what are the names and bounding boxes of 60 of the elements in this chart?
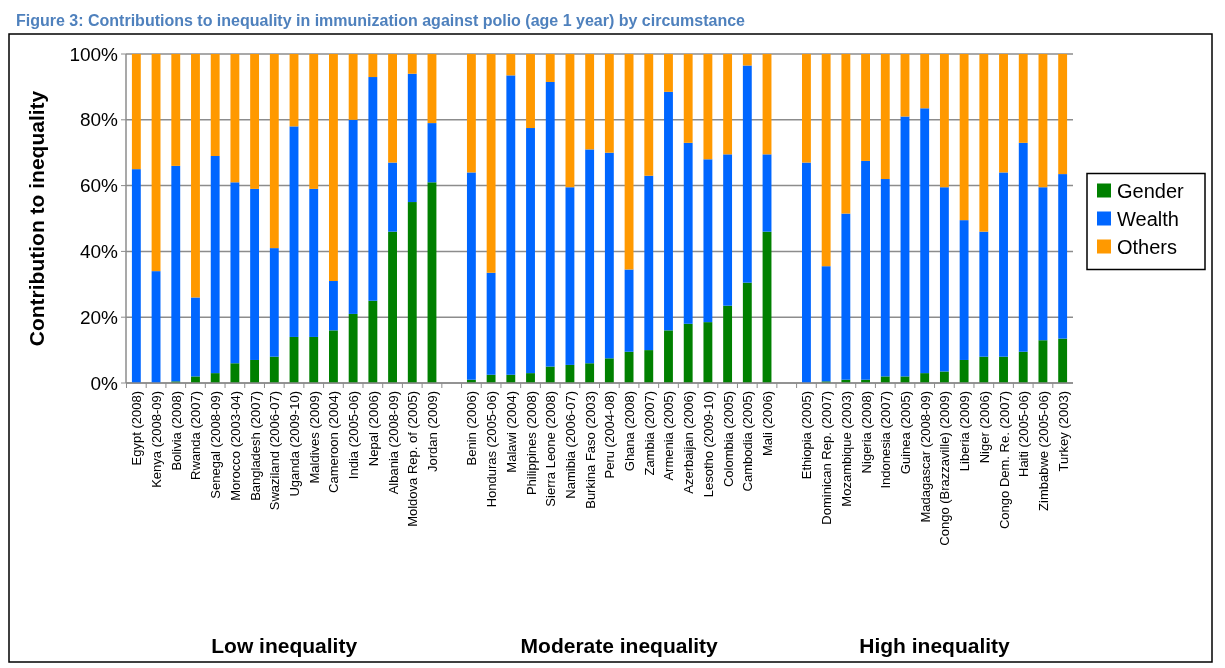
x-tick-label: Indonesia (2007) (878, 391, 894, 489)
chart-title: Figure 3: Contributions to inequality in immunization against polio (age 1 year) by circumstance (16, 12, 746, 29)
x-tick-label: Philippines (2008) (523, 391, 539, 496)
x-tick-label: Jordan (2009) (424, 391, 440, 472)
x-tick-label: Sierra Leone (2008) (543, 391, 559, 507)
x-tick-label: Namibia (2006-07) (562, 391, 578, 499)
x-tick-label: Mali (2006) (760, 391, 776, 457)
x-tick-label: Senegal (2008-09) (208, 391, 224, 499)
x-tick-label: Azerbaijan (2006) (681, 391, 697, 494)
x-tick-label: Haiti (2005-06) (1016, 391, 1032, 477)
legend-label: Gender (1117, 179, 1185, 202)
x-tick-label: Dominican Rep. (2007) (819, 391, 835, 525)
x-tick-label: Rwanda (2007) (188, 391, 204, 480)
x-tick-label: Turkey (2003) (1055, 391, 1071, 472)
x-tick-label: India (2005-06) (346, 391, 362, 480)
text: High inequality (859, 634, 1011, 657)
x-tick-label: Niger (2006) (976, 391, 992, 464)
x-tick-label: Mozambique (2003) (838, 391, 854, 507)
x-tick-label: Nepal (2006) (365, 391, 381, 467)
x-tick-label: Kenya (2008-09) (149, 391, 165, 488)
text: Moderate inequality (520, 634, 719, 657)
x-tick-label: Benin (2006) (464, 391, 480, 466)
x-tick-label: Guinea (2005) (897, 391, 913, 475)
x-tick-label: Zimbabwe (2005-06) (1035, 391, 1051, 511)
text: Low inequality (211, 634, 358, 657)
x-tick-label: Ghana (2008) (622, 391, 638, 472)
x-tick-label: Malawi (2004) (503, 391, 519, 473)
x-tick-label: Honduras (2005-06) (484, 391, 500, 508)
x-tick-label: Armenia (2005) (661, 391, 677, 481)
x-tick-label: Swaziland (2006-07) (267, 391, 283, 511)
y-tick-label: 40% (79, 241, 119, 263)
x-tick-label: Colombia (2005) (720, 391, 736, 488)
x-tick-label: Zambia (2007) (641, 391, 657, 476)
y-tick-label: 0% (90, 372, 119, 394)
x-tick-label: Peru (2004-08) (602, 391, 618, 479)
x-tick-label: Congo (Brazzaville) (2009) (937, 391, 953, 546)
y-tick-label: 20% (79, 306, 119, 328)
x-tick-label: Ethiopia (2005) (799, 391, 815, 480)
y-tick-label: 60% (79, 175, 119, 197)
x-tick-label: Madagascar (2008-09) (917, 391, 933, 523)
x-tick-label: Uganda (2009-10) (287, 391, 303, 497)
x-tick-label: Morocco (2003-04) (227, 391, 243, 501)
y-tick-label: 100% (69, 43, 119, 65)
y-axis-title: Contribution to inequality (25, 90, 48, 347)
x-tick-label: Lesotho (2009-10) (700, 391, 716, 498)
y-tick-label: 80% (79, 109, 119, 131)
x-tick-label: Cambodia (2005) (740, 391, 756, 492)
legend-label: Wealth (1117, 207, 1179, 230)
x-tick-label: Maldives (2009) (306, 391, 322, 484)
x-tick-label: Cameroon (2004) (326, 391, 342, 493)
legend-label: Others (1117, 235, 1178, 258)
x-tick-label: Moldova Rep. of (2005) (405, 391, 421, 527)
x-tick-label: Bolivia (2008) (168, 391, 184, 471)
x-tick-label: Liberia (2009) (957, 391, 973, 472)
x-tick-label: Albania (2008-09) (385, 391, 401, 495)
x-tick-label: Nigeria (2008) (858, 391, 874, 474)
x-tick-label: Burkina Faso (2003) (582, 391, 598, 509)
x-tick-label: Congo Dem. Re. (2007) (996, 391, 1012, 530)
x-tick-label: Bangladesh (2007) (247, 391, 263, 501)
x-tick-label: Egypt (2008) (129, 391, 145, 466)
